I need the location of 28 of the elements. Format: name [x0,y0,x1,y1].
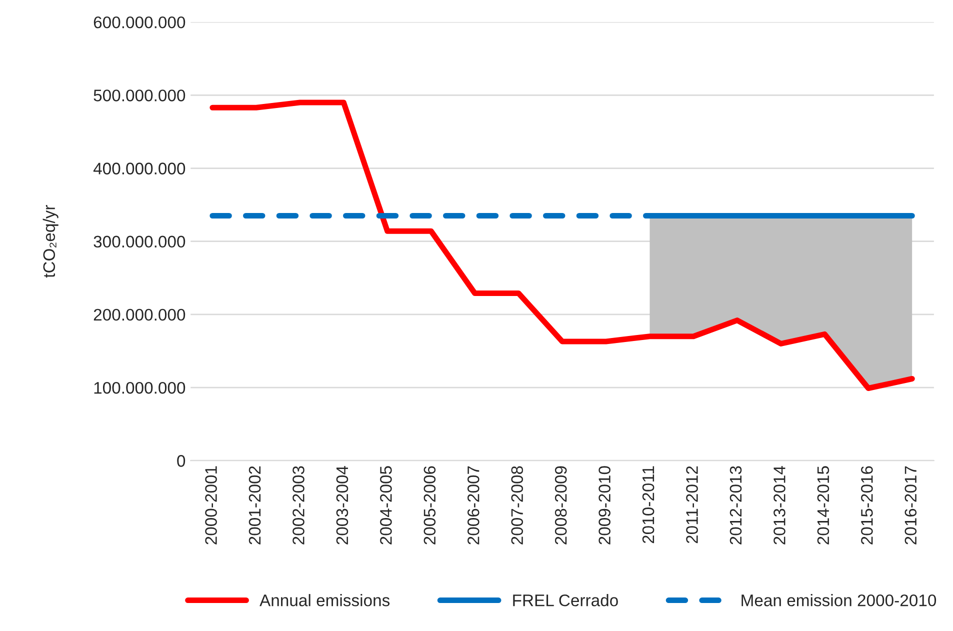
x-tick-label: 2009-2010 [598,466,610,544]
legend-label: Annual emissions [260,594,390,606]
x-tick-label: 2014-2015 [817,466,830,544]
y-tick-label: 0 [177,455,186,467]
x-tick-label: 2007-2008 [511,466,524,544]
x-tick-label: 2012-2013 [730,466,742,544]
legend-label: Mean emission 2000-2010 [742,594,936,606]
y-tick-label: 600.000.000 [94,16,186,28]
y-tick-label: 200.000.000 [94,308,186,321]
x-tick-label: 2004-2005 [380,466,392,544]
x-tick-label: 2005-2006 [424,466,436,544]
y-tick-label: 400.000.000 [93,162,186,174]
y-tick-label: 500.000.000 [94,90,186,102]
y-tick-label: 100.000.000 [94,382,186,394]
x-tick-label: 2008-2009 [554,466,567,544]
y-axis-title: tCO₂eq/yr [42,205,58,278]
legend-label: FREL Cerrado [513,594,618,606]
y-tick-label: 300.000.000 [94,236,186,248]
x-tick-label: 2000-2001 [205,466,217,544]
x-tick-label: 2011-2012 [686,466,698,544]
x-tick-label: 2001-2002 [248,466,261,544]
x-tick-label: 2015-2016 [861,466,873,544]
x-tick-label: 2010-2011 [642,466,654,544]
x-tick-label: 2006-2007 [467,466,480,544]
x-tick-label: 2002-2003 [292,466,304,544]
x-tick-label: 2016-2017 [904,466,917,544]
x-tick-label: 2003-2004 [336,466,348,544]
x-tick-label: 2013-2014 [774,466,786,544]
